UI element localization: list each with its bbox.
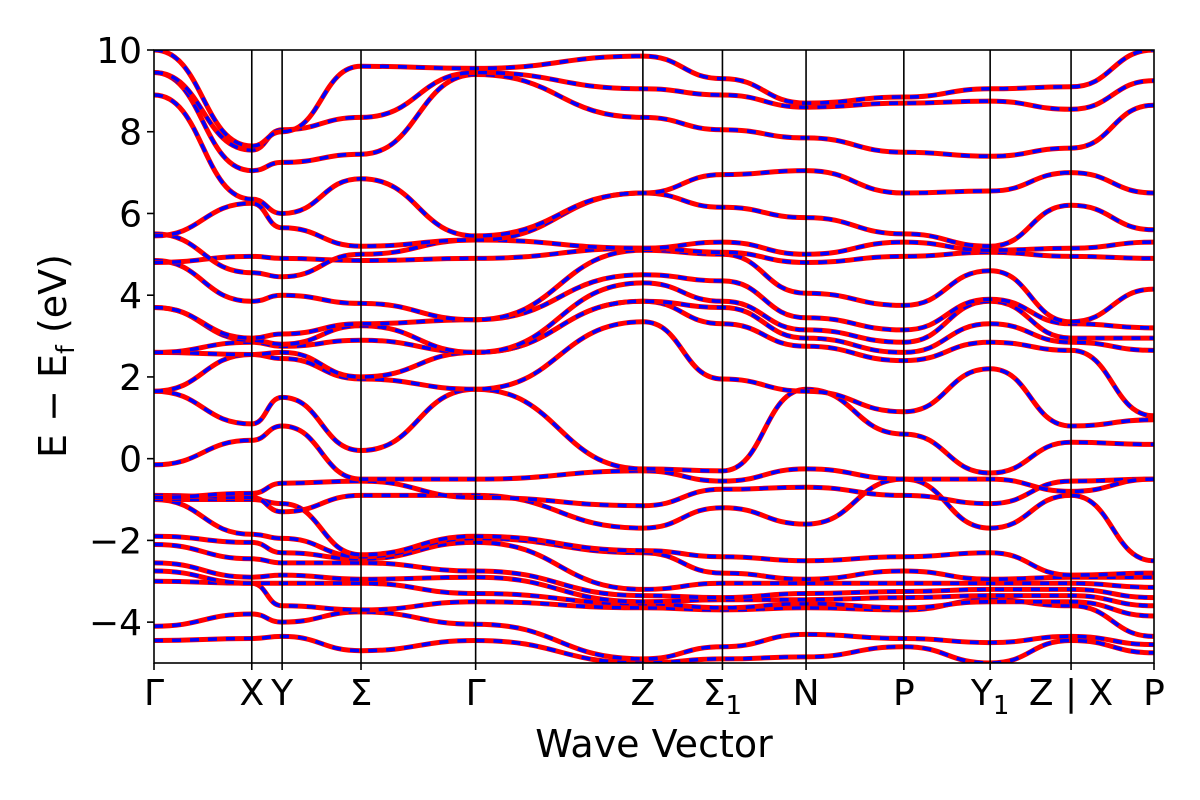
x-tick-label-main: Y: [270, 673, 294, 714]
bands-layer: [154, 50, 1154, 663]
band-15-solid: [154, 298, 1154, 419]
y-tick-label: 4: [119, 276, 142, 317]
x-tick-label: X: [239, 673, 264, 714]
x-tick-label: Z | X: [1029, 673, 1113, 714]
x-tick-label: N: [793, 673, 820, 714]
plot-frame: [153, 49, 1155, 664]
x-tick-label: P: [893, 673, 915, 714]
band-2-solid: [154, 609, 1154, 662]
y-axis-label-main: E − E: [31, 354, 75, 458]
band-10-dashed: [154, 477, 1154, 563]
y-tick-label: 2: [119, 358, 142, 399]
band-3-dashed: [154, 579, 1154, 639]
y-tick-label: 0: [119, 440, 142, 481]
band-21-dashed: [154, 232, 1154, 279]
band-26-solid: [154, 50, 1154, 149]
band-14-solid: [154, 319, 1154, 429]
band-21-solid: [154, 231, 1154, 280]
x-tick-label: Y: [270, 673, 294, 714]
y-axis-ticks: −4 −2 0 2 4 6 8 10: [89, 31, 154, 644]
y-tick-label: 8: [119, 113, 142, 154]
x-tick-label-sub: 1: [726, 691, 743, 721]
x-tick-label-main: Z | X: [1029, 673, 1113, 714]
x-tick-label-main: Σ: [350, 673, 373, 714]
band-15-dashed: [154, 299, 1154, 418]
x-tick-label-main: Z: [631, 673, 656, 714]
band-22-dashed: [154, 191, 1154, 248]
band-25-solid: [154, 70, 1154, 153]
band-8-dashed: [154, 497, 1154, 581]
x-tick-label-main: P: [893, 673, 915, 714]
band-13-dashed: [154, 387, 1154, 475]
y-axis-label: E − Ef (eV): [31, 254, 80, 458]
x-tick-label: Γ: [144, 673, 164, 714]
y-axis-label-tail: (eV): [31, 254, 75, 345]
y-tick-label: −4: [89, 603, 142, 644]
x-tick-label-main: X: [239, 673, 264, 714]
x-tick-label-main: N: [793, 673, 820, 714]
x-axis-label: Wave Vector: [535, 722, 773, 766]
x-tick-label-main: Y: [970, 673, 994, 714]
x-tick-label: Y1: [970, 673, 1010, 721]
y-tick-label: 6: [119, 194, 142, 235]
band-25-dashed: [154, 70, 1154, 152]
y-tick-label: −2: [89, 521, 142, 562]
x-tick-label-main: Γ: [144, 673, 164, 714]
y-tick-label: 10: [96, 31, 142, 72]
band-9-dashed: [154, 497, 1154, 577]
x-tick-label: Σ: [350, 673, 373, 714]
x-tick-label: Γ: [466, 673, 486, 714]
band-24-dashed: [154, 70, 1154, 173]
x-tick-label-main: P: [1143, 673, 1165, 714]
x-tick-label-main: Γ: [466, 673, 486, 714]
x-tick-label: P: [1143, 673, 1165, 714]
x-tick-label-sub: 1: [993, 691, 1010, 721]
high-symmetry-lines: [250, 50, 1072, 663]
x-tick-label: Z: [631, 673, 656, 714]
band-26-dashed: [154, 50, 1154, 148]
x-tick-label: Σ1: [703, 673, 742, 721]
band-14-dashed: [154, 320, 1154, 428]
band-22-solid: [154, 190, 1154, 249]
x-tick-label-main: Σ: [703, 673, 726, 714]
y-axis-label-sub: f: [51, 344, 80, 354]
